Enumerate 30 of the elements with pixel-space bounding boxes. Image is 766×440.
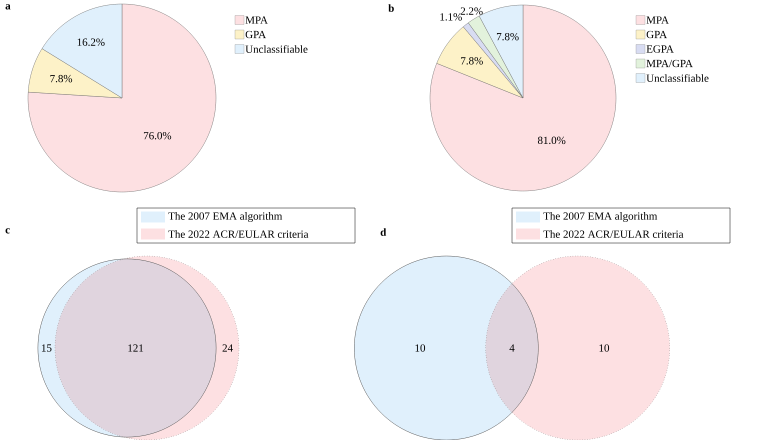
data-label: 10 xyxy=(415,344,426,352)
data-label: 15 xyxy=(42,344,52,352)
text: The 2007 EMA algorithm xyxy=(543,212,658,222)
legend-label: GPA xyxy=(246,30,266,38)
text: The 2022 ACR/EULAR criteria xyxy=(543,230,684,238)
text: c xyxy=(6,228,10,234)
legend-label: Unclassifiable xyxy=(646,74,709,82)
text: d xyxy=(380,228,386,236)
chart-title: b xyxy=(388,4,394,12)
data-label: 24 xyxy=(222,344,233,352)
data-label: 10 xyxy=(599,344,610,352)
text: The 2022 ACR/EULAR criteria xyxy=(168,230,308,238)
data-label: 7.8% xyxy=(461,57,483,64)
legend-label: MPA xyxy=(646,16,669,24)
data-label: 16.2% xyxy=(78,38,105,46)
data-label: 121 xyxy=(128,344,144,352)
legend-label: EGPA xyxy=(646,45,674,53)
legend-label: MPA/GPA xyxy=(646,60,693,68)
text: The 2007 EMA algorithm xyxy=(168,212,282,222)
legend-label: Unclassifiable xyxy=(245,44,308,53)
chart-title: a xyxy=(6,4,11,10)
legend-label: GPA xyxy=(646,30,668,38)
data-label: 1.1% xyxy=(440,13,462,20)
data-label: 7.8% xyxy=(496,32,519,40)
data-label: 7.8% xyxy=(50,74,72,82)
legend-label: MPA xyxy=(246,16,268,24)
data-label: 4 xyxy=(509,344,515,352)
data-label: 76.0% xyxy=(144,132,172,140)
data-label: 2.2% xyxy=(460,7,483,15)
data-label: 81.0% xyxy=(538,136,566,144)
